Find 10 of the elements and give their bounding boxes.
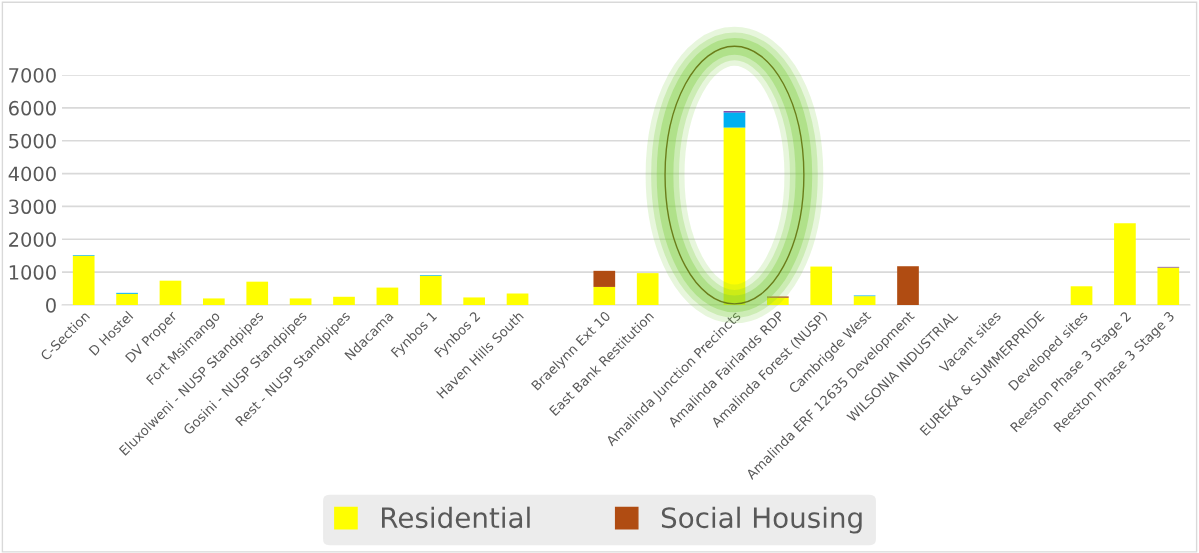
y-tick-label: 6000 (9, 100, 56, 116)
y-tick-label: 0 (46, 297, 56, 313)
legend-label: Social Housing (661, 506, 862, 534)
y-tick-label: 1000 (9, 265, 56, 280)
legend-label: Residential (382, 506, 530, 529)
y-tick-label: 5000 (9, 133, 56, 149)
y-tick-label: 2000 (9, 232, 56, 247)
y-tick-label: 4000 (8, 166, 56, 182)
y-tick-label: 7000 (9, 67, 56, 83)
y-tick-label: 3000 (9, 199, 56, 215)
